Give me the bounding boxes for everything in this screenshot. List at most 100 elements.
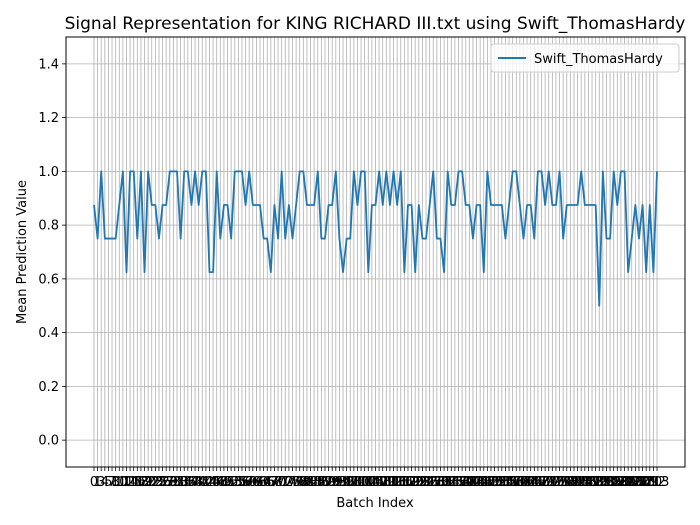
x-tick-label: 33 — [172, 475, 189, 490]
x-tick-label: 152 — [482, 475, 507, 490]
x-tick-label: 198 — [605, 475, 630, 490]
x-tick-label: 56 — [234, 475, 251, 490]
x-tick-label: 116 — [388, 475, 413, 490]
x-tick-label: 194 — [594, 475, 619, 490]
x-tick-label: 135 — [439, 475, 464, 490]
x-tick-label: 53 — [226, 475, 243, 490]
x-tick-label: 193 — [590, 475, 615, 490]
x-tick-label: 132 — [432, 475, 457, 490]
x-tick-label: 66 — [259, 475, 276, 490]
x-tick-label: 168 — [525, 475, 550, 490]
x-tick-label: 146 — [468, 475, 493, 490]
x-tick-label: 190 — [583, 475, 608, 490]
x-tick-label: 175 — [544, 475, 569, 490]
x-tick-label: 37 — [183, 475, 200, 490]
x-tick-label: 100 — [345, 475, 370, 490]
x-tick-label: 173 — [540, 475, 565, 490]
x-tick-label: 120 — [399, 475, 424, 490]
x-tick-label: 209 — [634, 475, 659, 490]
x-tick-label: 86 — [313, 475, 330, 490]
x-tick-label: 127 — [417, 475, 442, 490]
x-tick-label: 191 — [587, 475, 612, 490]
x-tick-label: 93 — [331, 475, 348, 490]
x-tick-label: 61 — [248, 475, 265, 490]
x-tick-label: 12 — [118, 475, 135, 490]
x-tick-label: 94 — [335, 475, 352, 490]
x-tick-label: 30 — [165, 475, 182, 490]
x-tick-label: 81 — [299, 475, 316, 490]
x-tick-label: 64 — [255, 475, 272, 490]
x-tick-label: 172 — [536, 475, 561, 490]
x-tick-label: 203 — [619, 475, 644, 490]
x-tick-label: 29 — [162, 475, 179, 490]
x-tick-label: 201 — [612, 475, 637, 490]
y-tick-label: 0.2 — [38, 380, 59, 395]
x-tick-label: 165 — [518, 475, 543, 490]
x-tick-label: 16 — [129, 475, 146, 490]
x-tick-label: 10 — [111, 475, 128, 490]
x-tick-label: 179 — [554, 475, 579, 490]
x-tick-label: 112 — [378, 475, 403, 490]
x-tick-label: 71 — [273, 475, 290, 490]
x-tick-label: 208 — [630, 475, 655, 490]
x-tick-label: 89 — [320, 475, 337, 490]
x-tick-label: 60 — [245, 475, 262, 490]
x-tick-label: 59 — [241, 475, 258, 490]
x-tick-label: 212 — [641, 475, 666, 490]
x-tick-label: 27 — [158, 475, 175, 490]
x-tick-label: 101 — [349, 475, 374, 490]
grid — [66, 37, 685, 467]
x-tick-label: 1 — [93, 475, 101, 490]
x-tick-label: 15 — [125, 475, 142, 490]
x-tick-label: 154 — [489, 475, 514, 490]
x-tick-label: 72 — [277, 475, 294, 490]
x-tick-label: 143 — [461, 475, 486, 490]
y-tick-label: 0.6 — [38, 272, 59, 287]
x-tick-label: 19 — [136, 475, 153, 490]
x-tick-label: 63 — [252, 475, 269, 490]
x-tick-label: 40 — [190, 475, 207, 490]
x-tick-label: 91 — [328, 475, 345, 490]
x-tick-label: 113 — [381, 475, 406, 490]
x-tick-label: 131 — [428, 475, 453, 490]
x-tick-label: 31 — [169, 475, 186, 490]
x-tick-label: 57 — [237, 475, 254, 490]
x-tick-label: 11 — [115, 475, 132, 490]
series-layer — [93, 170, 658, 307]
x-tick-label: 171 — [533, 475, 558, 490]
x-tick-label: 5 — [104, 475, 112, 490]
x-tick-label: 160 — [504, 475, 529, 490]
x-tick-label: 122 — [403, 475, 428, 490]
x-tick-label: 0 — [90, 475, 98, 490]
x-tick-label: 14 — [122, 475, 139, 490]
x-tick-label: 123 — [406, 475, 431, 490]
x-tick-label: 42 — [198, 475, 215, 490]
x-tick-label: 79 — [295, 475, 312, 490]
y-tick-label: 0.8 — [38, 219, 59, 234]
x-tick-label: 75 — [284, 475, 301, 490]
x-tick-label: 205 — [623, 475, 648, 490]
y-axis-label: Mean Prediction Value — [15, 180, 30, 324]
x-tick-label: 49 — [216, 475, 233, 490]
x-axis-ticks: 0134578101112141516181920222325262729303… — [90, 467, 669, 490]
x-tick-label: 70 — [270, 475, 287, 490]
legend: Swift_ThomasHardy — [490, 43, 680, 73]
x-tick-label: 164 — [515, 475, 540, 490]
x-tick-label: 45 — [205, 475, 222, 490]
x-tick-label: 111 — [374, 475, 399, 490]
x-tick-label: 76 — [288, 475, 305, 490]
x-tick-label: 150 — [479, 475, 504, 490]
x-tick-label: 169 — [529, 475, 554, 490]
x-tick-label: 87 — [317, 475, 334, 490]
x-tick-label: 156 — [493, 475, 518, 490]
x-tick-label: 4 — [101, 475, 109, 490]
x-tick-label: 183 — [565, 475, 590, 490]
x-tick-label: 138 — [446, 475, 471, 490]
x-tick-label: 180 — [558, 475, 583, 490]
x-tick-label: 107 — [363, 475, 388, 490]
y-tick-label: 0.0 — [38, 434, 59, 449]
x-tick-label: 48 — [212, 475, 229, 490]
x-tick-label: 186 — [572, 475, 597, 490]
x-tick-label: 142 — [457, 475, 482, 490]
